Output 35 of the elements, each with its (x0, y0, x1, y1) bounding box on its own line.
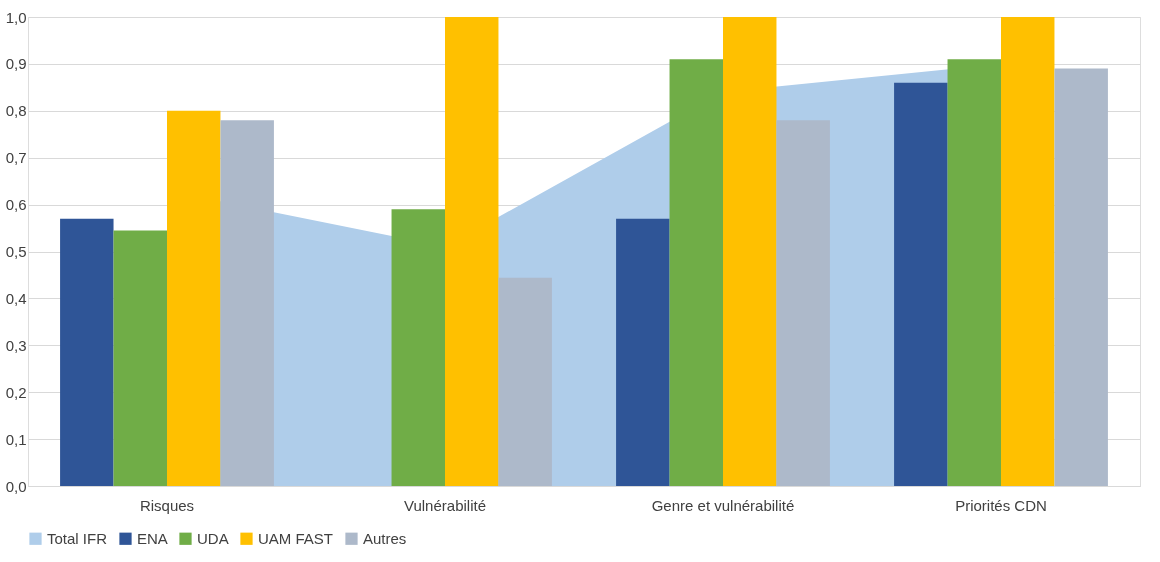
bar (445, 17, 499, 486)
legend-label: UAM FAST (258, 529, 334, 547)
x-tick-label: Risques (139, 496, 195, 514)
x-tick-label: Priorités CDN (955, 496, 1047, 514)
y-tick-label: 0,8 (5, 102, 27, 120)
y-tick-label: 0,9 (5, 55, 27, 73)
bar (1001, 17, 1055, 486)
x-tick-label: Genre et vulnérabilité (651, 496, 795, 514)
bar (776, 120, 830, 486)
bar (616, 218, 670, 486)
bar (894, 82, 948, 486)
y-tick-label: 0,6 (5, 196, 27, 214)
bar (391, 209, 445, 486)
bar (220, 120, 274, 486)
bar (669, 59, 723, 486)
x-tick-label: Vulnérabilité (404, 496, 486, 514)
bar (113, 230, 167, 486)
bar (60, 218, 114, 486)
legend-label: ENA (137, 529, 168, 547)
bar (498, 277, 552, 486)
legend-label: UDA (197, 529, 229, 547)
bar (723, 17, 777, 486)
y-tick-label: 0,5 (5, 243, 27, 260)
bar (167, 110, 221, 486)
legend-label: Total IFR (47, 529, 108, 547)
y-tick-label: 0,4 (5, 289, 27, 307)
y-tick-label: 0,2 (5, 383, 27, 401)
bar (1054, 68, 1108, 486)
y-tick-label: 0,0 (5, 477, 27, 495)
y-tick-label: 0,3 (5, 336, 27, 354)
legend-label: Autres (363, 529, 407, 547)
y-tick-label: 0,7 (5, 149, 27, 167)
y-tick-label: 0,1 (5, 430, 27, 448)
y-tick-label: 1,0 (5, 8, 27, 26)
bar (947, 59, 1001, 486)
